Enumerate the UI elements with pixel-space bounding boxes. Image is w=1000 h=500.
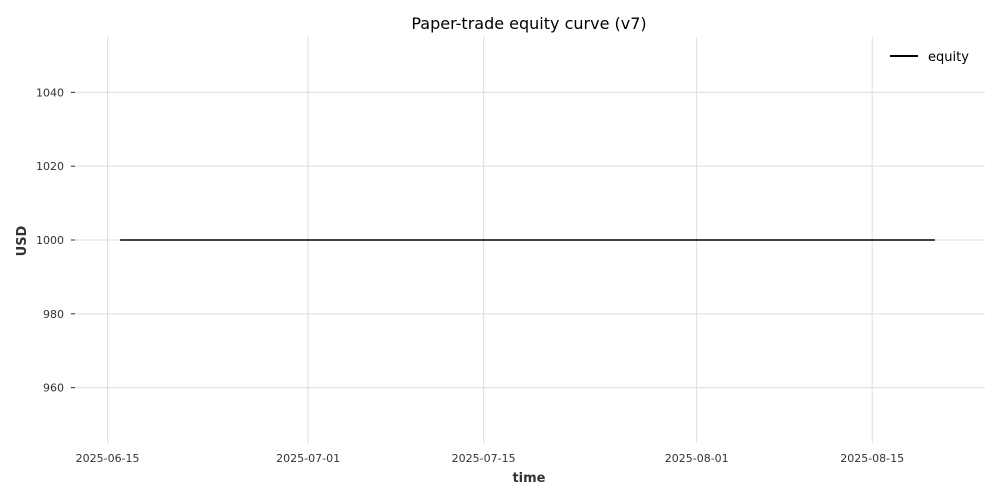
y-tick-label: 1000	[36, 234, 64, 247]
y-axis-label: USD	[15, 225, 30, 256]
x-tick-label: 2025-06-15	[76, 452, 140, 465]
legend: equity	[890, 50, 969, 65]
y-tick-label: 1020	[36, 160, 64, 173]
tick-layer: 2025-06-15 2025-07-01 2025-07-15 2025-08-01…	[36, 86, 904, 465]
x-tick-label: 2025-08-01	[665, 452, 729, 465]
y-tick-label: 960	[43, 382, 64, 395]
y-tick-label: 980	[43, 308, 64, 321]
x-tick-label: 2025-08-15	[840, 452, 904, 465]
y-tick-label: 1040	[36, 86, 64, 99]
x-tick-label: 2025-07-01	[276, 452, 340, 465]
x-axis-label: time	[512, 471, 545, 486]
x-tick-label: 2025-07-15	[452, 452, 516, 465]
legend-label-equity: equity	[928, 50, 969, 65]
chart-title: Paper-trade equity curve (v7)	[411, 14, 646, 33]
